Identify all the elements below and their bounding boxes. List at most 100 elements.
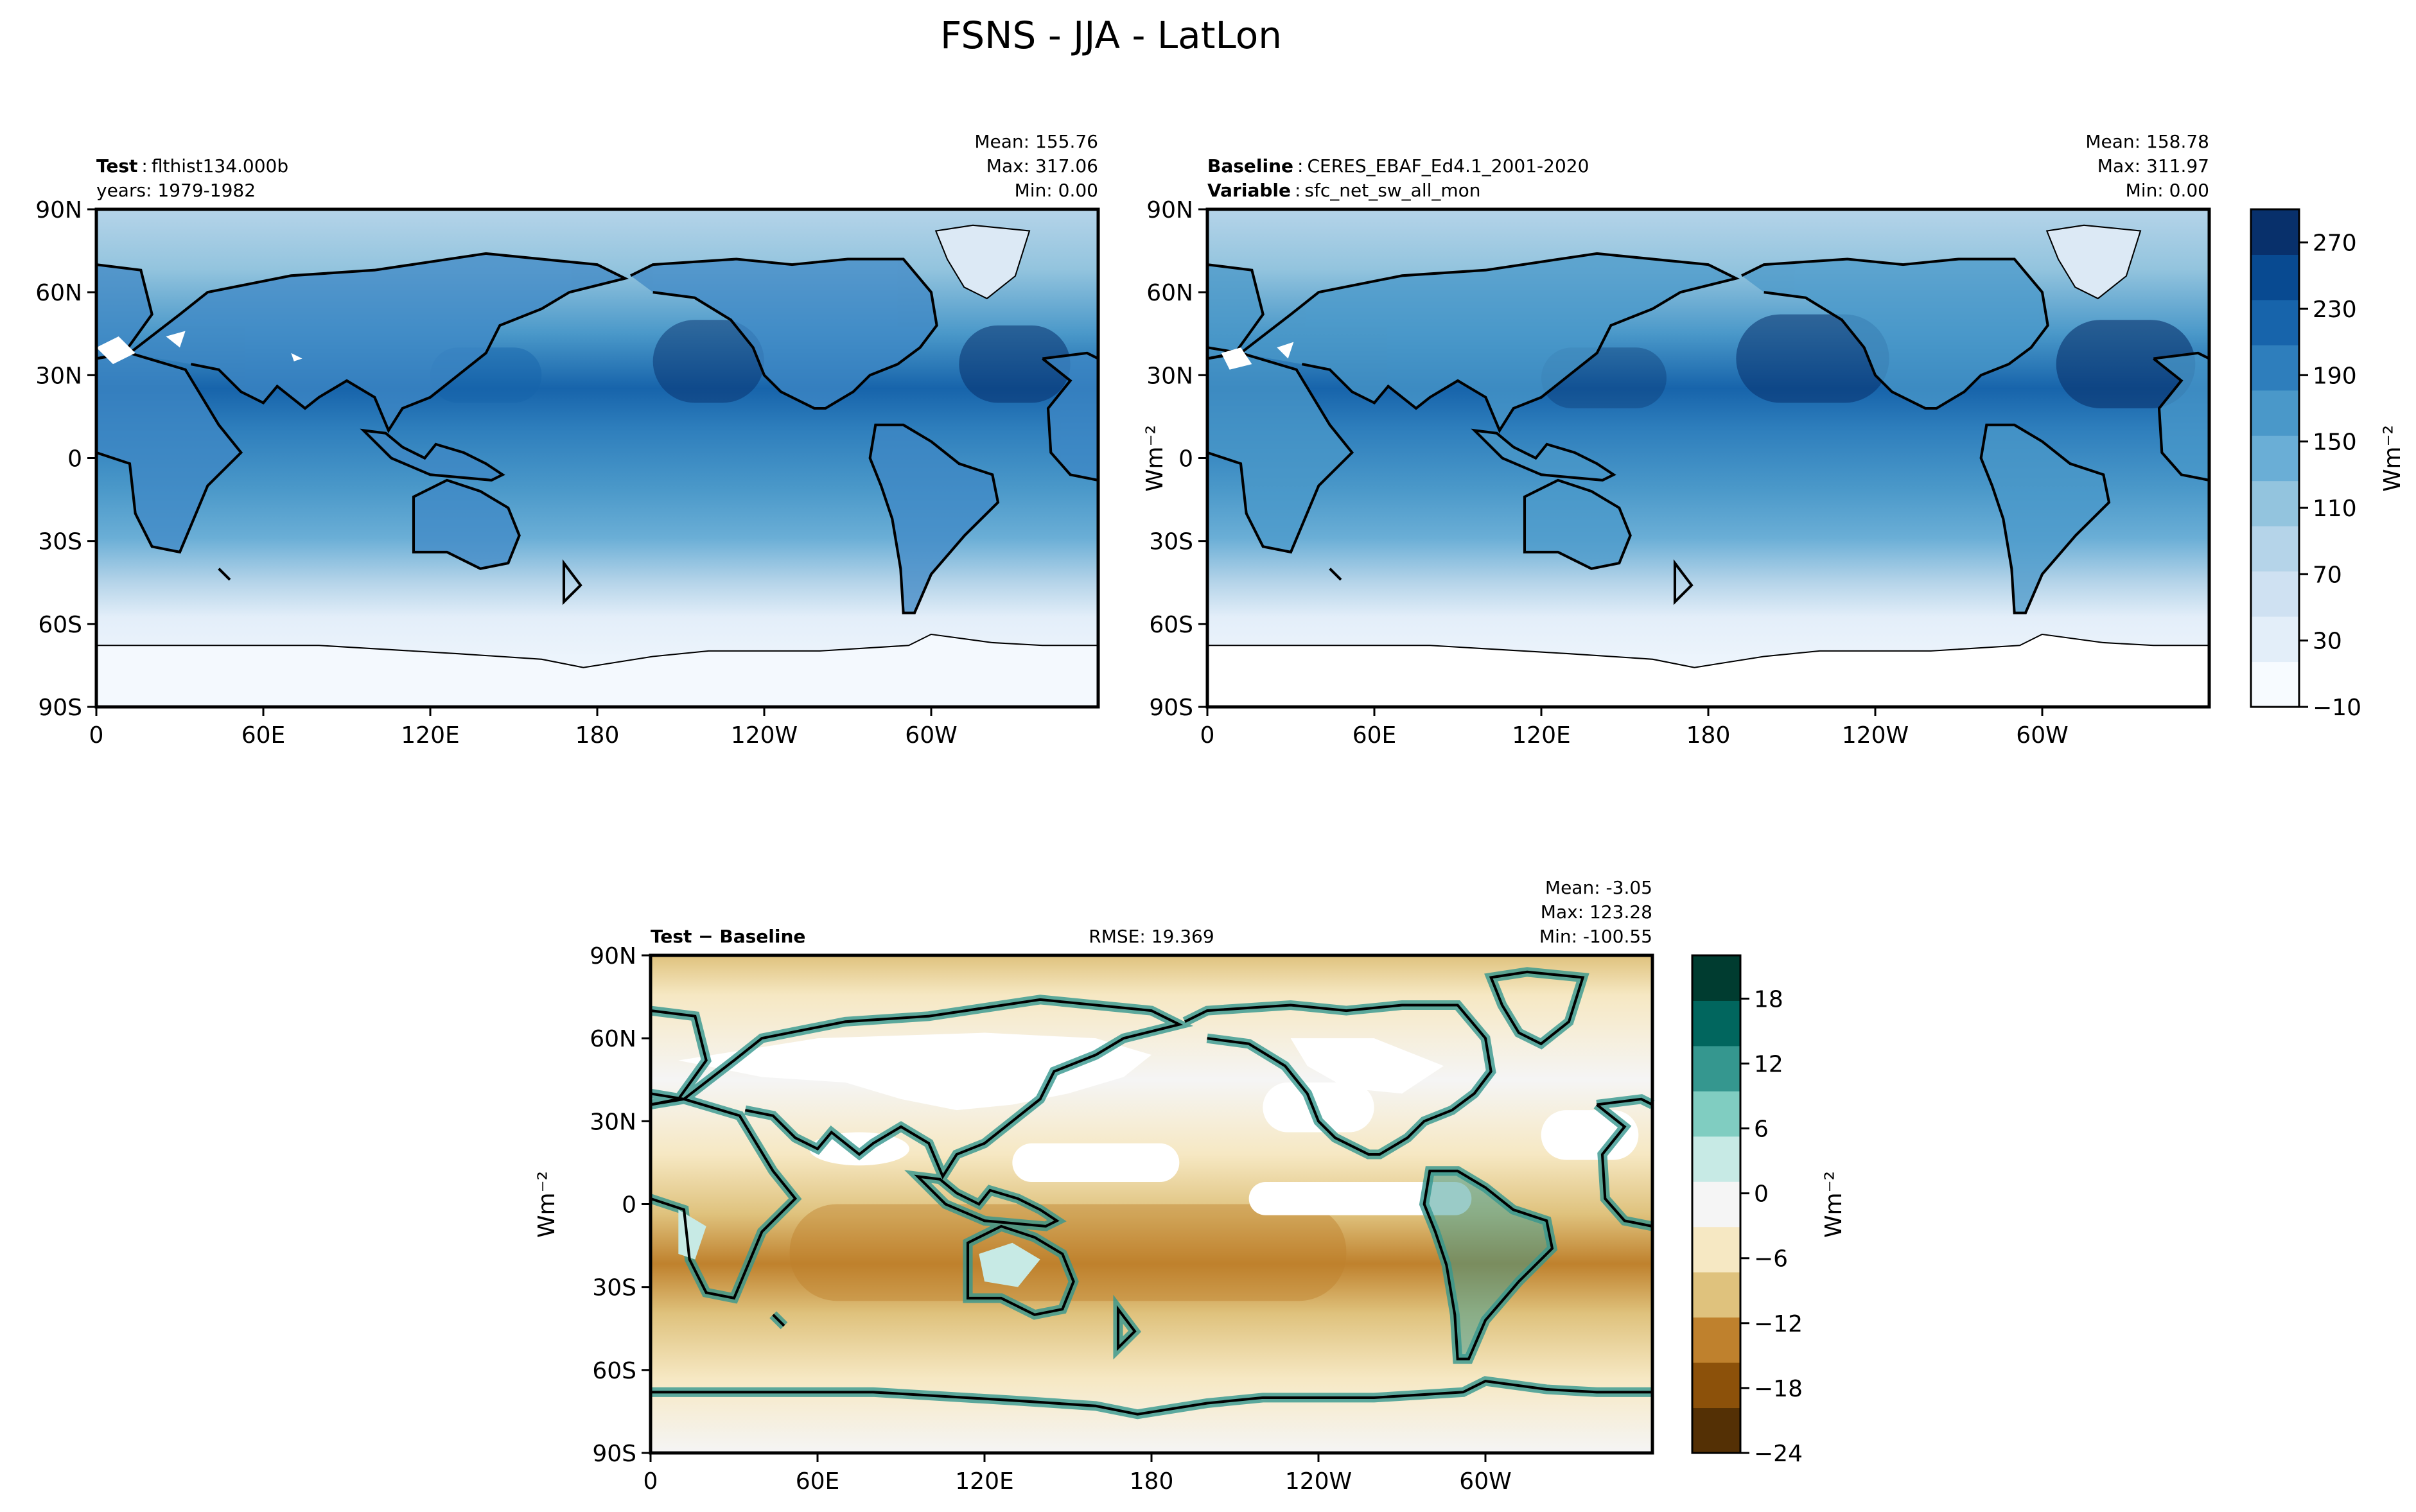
baseline-colorbar-tick-label: 110 bbox=[2313, 496, 2357, 522]
diff-y-tick-label: 30N bbox=[590, 1109, 636, 1135]
baseline-colorbar-swatch bbox=[2251, 345, 2299, 391]
diff-map bbox=[651, 955, 1652, 1454]
baseline-x-ticks: 0 60E 120E 180 120W 60W bbox=[1200, 707, 2069, 749]
diff-x-tick-label: 120E bbox=[955, 1468, 1013, 1495]
test-y-ticks: 90N 60N 30N 0 30S 60S 90S bbox=[35, 197, 96, 721]
diff-x-tick-label: 60W bbox=[1459, 1468, 1511, 1495]
test-y-tick-label: 90N bbox=[35, 197, 82, 223]
baseline-colorbar-tick-label: 150 bbox=[2313, 430, 2357, 456]
test-title-sep: : bbox=[141, 155, 147, 177]
baseline-colorbar-tick-label: 190 bbox=[2313, 363, 2357, 389]
diff-panel: Test − Baseline RMSE: 19.369 Mean: -3.05… bbox=[534, 877, 1652, 1495]
baseline-y-tick-label: 90N bbox=[1146, 197, 1193, 223]
baseline-colorbar-swatch bbox=[2251, 571, 2299, 617]
diff-colorbar-ticks: 18 12 6 0 −6 −12 −18 −24 bbox=[1740, 986, 1803, 1467]
baseline-y-tick-label: 30S bbox=[1149, 529, 1193, 555]
baseline-panel: Baseline: CERES_EBAF_Ed4.1_2001-2020 Vari… bbox=[1146, 131, 2211, 749]
diff-x-tick-label: 180 bbox=[1130, 1468, 1174, 1495]
test-x-tick-label: 120W bbox=[731, 722, 798, 749]
test-map bbox=[96, 209, 1098, 708]
baseline-colorbar: 270 230 190 150 110 70 30 −10 Wm⁻² bbox=[2250, 208, 2406, 721]
test-y-tick-label: 30N bbox=[35, 363, 82, 389]
baseline-stat-mean: Mean: 158.78 bbox=[2085, 131, 2209, 152]
diff-colorbar-tick-label: 18 bbox=[1754, 986, 1783, 1012]
test-x-tick-label: 60W bbox=[905, 722, 957, 749]
diff-colorbar-tick-label: 6 bbox=[1754, 1117, 1769, 1143]
baseline-variable-sep: : bbox=[1295, 180, 1300, 201]
baseline-colorbar-swatch bbox=[2251, 209, 2299, 255]
baseline-colorbar-ticks: 270 230 190 150 110 70 30 −10 bbox=[2299, 230, 2361, 721]
baseline-y-tick-label: 60N bbox=[1146, 280, 1193, 306]
test-y-tick-label: 60S bbox=[38, 612, 82, 638]
baseline-colorbar-swatch bbox=[2251, 390, 2299, 436]
diff-colorbar-label: Wm⁻² bbox=[1821, 1171, 1847, 1238]
test-stat-max: Max: 317.06 bbox=[986, 155, 1098, 177]
diff-colorbar-swatch bbox=[1692, 1317, 1740, 1363]
test-stat-min: Min: 0.00 bbox=[1015, 180, 1098, 201]
baseline-y-tick-label: 60S bbox=[1149, 612, 1193, 638]
diff-colorbar-swatch bbox=[1692, 1272, 1740, 1318]
baseline-colorbar-swatch bbox=[2251, 526, 2299, 572]
diff-y-tick-label: 30S bbox=[592, 1275, 636, 1301]
baseline-colorbar-tick-label: 70 bbox=[2313, 562, 2342, 588]
baseline-colorbar-tick-label: −10 bbox=[2313, 695, 2361, 721]
diff-y-ticks: 90N 60N 30N 0 30S 60S 90S bbox=[590, 943, 651, 1467]
diff-colorbar-swatch bbox=[1692, 1181, 1740, 1228]
diff-x-ticks: 0 60E 120E 180 120W 60W bbox=[643, 1453, 1512, 1495]
baseline-map bbox=[1207, 209, 2209, 708]
diff-colorbar: 18 12 6 0 −6 −12 −18 −24 Wm⁻² bbox=[1691, 954, 1847, 1467]
diff-rmse: RMSE: 19.369 bbox=[1089, 926, 1214, 947]
test-x-tick-label: 60E bbox=[241, 722, 286, 749]
test-x-tick-label: 120E bbox=[401, 722, 459, 749]
baseline-colorbar-label: Wm⁻² bbox=[2379, 425, 2406, 492]
baseline-x-tick-label: 60E bbox=[1352, 722, 1397, 749]
test-units-label: Wm⁻² bbox=[1142, 425, 1168, 492]
diff-x-tick-label: 120W bbox=[1285, 1468, 1352, 1495]
baseline-y-tick-label: 30N bbox=[1146, 363, 1193, 389]
diff-colorbar-tick-label: −18 bbox=[1754, 1376, 1803, 1402]
test-y-tick-label: 0 bbox=[67, 446, 82, 473]
diff-colorbar-swatch bbox=[1692, 1000, 1740, 1047]
diff-colorbar-tick-label: −12 bbox=[1754, 1311, 1803, 1337]
diff-y-tick-label: 0 bbox=[622, 1192, 636, 1219]
baseline-colorbar-swatches bbox=[2251, 209, 2299, 708]
test-y-tick-label: 60N bbox=[35, 280, 82, 306]
baseline-stat-max: Max: 311.97 bbox=[2097, 155, 2209, 177]
baseline-colorbar-swatch bbox=[2251, 616, 2299, 663]
diff-colorbar-tick-label: 0 bbox=[1754, 1181, 1769, 1208]
diff-y-tick-label: 60S bbox=[592, 1358, 636, 1384]
diff-colorbar-tick-label: −24 bbox=[1754, 1441, 1803, 1467]
baseline-colorbar-swatch bbox=[2251, 435, 2299, 482]
test-title-name: Test: flthist134.000b bbox=[96, 155, 288, 177]
baseline-colorbar-swatch bbox=[2251, 299, 2299, 345]
test-y-tick-label: 90S bbox=[38, 695, 82, 721]
baseline-colorbar-frame bbox=[2250, 208, 2300, 708]
test-x-tick-label: 0 bbox=[89, 722, 104, 749]
diff-colorbar-swatch bbox=[1692, 955, 1740, 1001]
diff-colorbar-swatch bbox=[1692, 1407, 1740, 1454]
diff-x-tick-label: 60E bbox=[796, 1468, 840, 1495]
baseline-y-tick-label: 0 bbox=[1178, 446, 1193, 473]
diff-colorbar-swatch bbox=[1692, 1362, 1740, 1409]
baseline-colorbar-swatch bbox=[2251, 661, 2299, 708]
baseline-stat-min: Min: 0.00 bbox=[2126, 180, 2209, 201]
test-panel: Test: flthist134.000b years: 1979-1982 Me… bbox=[35, 131, 1168, 749]
diff-stat-min: Min: -100.55 bbox=[1539, 926, 1652, 947]
diff-stat-max: Max: 123.28 bbox=[1541, 901, 1652, 923]
baseline-title-sep: : bbox=[1297, 155, 1303, 177]
test-x-tick-label: 180 bbox=[575, 722, 620, 749]
test-title-years: years: 1979-1982 bbox=[96, 180, 256, 201]
baseline-x-tick-label: 60W bbox=[2016, 722, 2068, 749]
diff-colorbar-swatch bbox=[1692, 1045, 1740, 1091]
baseline-x-tick-label: 180 bbox=[1686, 722, 1731, 749]
baseline-x-tick-label: 120E bbox=[1512, 722, 1570, 749]
baseline-colorbar-tick-label: 230 bbox=[2313, 297, 2357, 323]
figure-suptitle: FSNS - JJA - LatLon bbox=[940, 13, 1282, 57]
test-y-tick-label: 30S bbox=[38, 529, 82, 555]
diff-colorbar-frame bbox=[1691, 954, 1742, 1454]
diff-x-tick-label: 0 bbox=[643, 1468, 658, 1495]
diff-y-tick-label: 60N bbox=[590, 1026, 636, 1052]
baseline-x-tick-label: 120W bbox=[1842, 722, 1909, 749]
diff-stat-mean: Mean: -3.05 bbox=[1545, 877, 1652, 898]
